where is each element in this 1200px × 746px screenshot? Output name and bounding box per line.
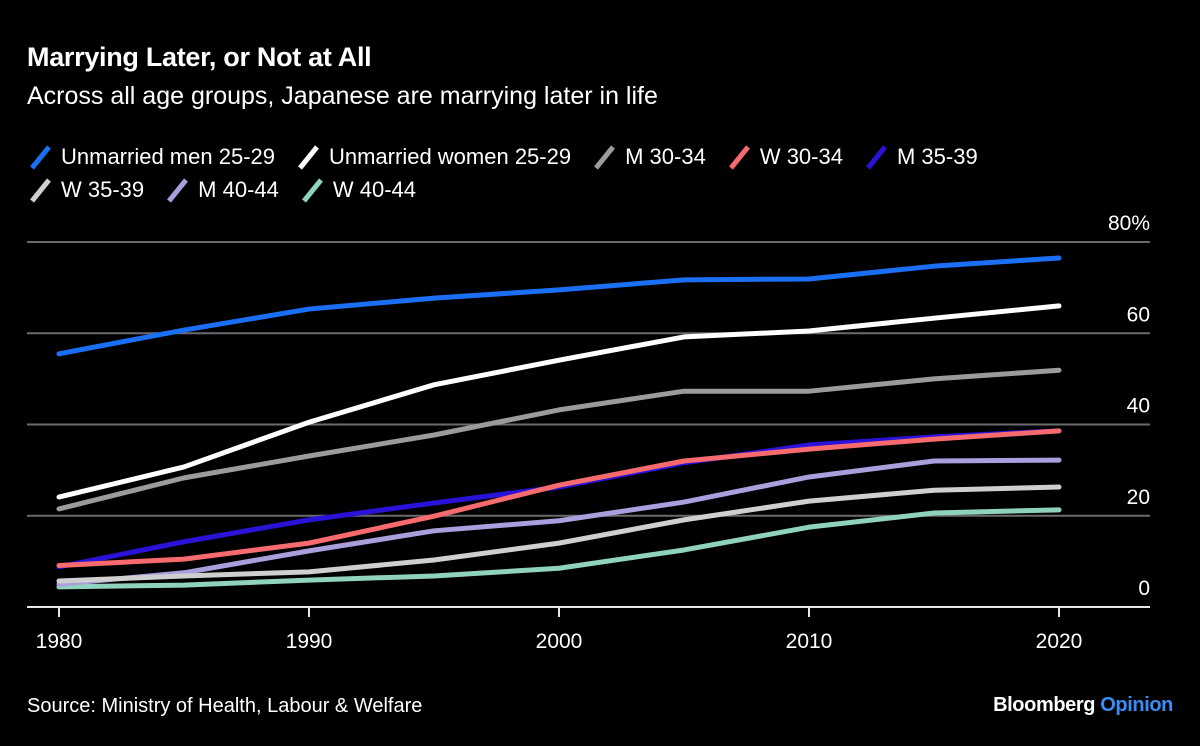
legend-item: Unmarried men 25-29: [27, 143, 275, 171]
legend-swatch-icon: [167, 177, 189, 203]
legend-swatch-icon: [594, 144, 616, 170]
brand-main: Bloomberg: [993, 694, 1096, 716]
legend-label: Unmarried women 25-29: [328, 143, 572, 169]
legend-item: W 40-44: [299, 176, 416, 204]
source-note: Source: Ministry of Health, Labour & Wel…: [27, 695, 423, 717]
brand-logo: Bloomberg Opinion: [993, 694, 1173, 717]
legend-item: M 30-34: [591, 143, 706, 171]
x-tick-label: 2010: [786, 630, 833, 653]
legend-label: M 35-39: [896, 143, 978, 169]
series-line-w-40-44: [56, 507, 1062, 590]
legend-swatch-icon: [30, 144, 51, 170]
legend-row: Unmarried men 25-29 Unmarried women 25-29…: [27, 140, 1177, 173]
legend-item: M 35-39: [863, 143, 978, 171]
series-line-m-35-39: [56, 428, 1062, 570]
legend-item: W 30-34: [726, 143, 843, 171]
y-tick-label: 80%: [1108, 212, 1150, 235]
series-line-unmarried-men-25-29: [56, 255, 1062, 357]
y-axis-labels: 0 20 40 60 80%: [1108, 212, 1150, 600]
series-line-unmarried-women-25-29: [56, 303, 1062, 500]
series-line-w-30-34: [56, 428, 1062, 568]
series-line-m-40-44: [56, 457, 1062, 587]
y-tick-label: 0: [1138, 577, 1150, 600]
brand-accent: Opinion: [1100, 694, 1173, 716]
legend-label: W 30-34: [759, 143, 843, 169]
legend-label: W 35-39: [61, 176, 145, 202]
legend-swatch-icon: [866, 144, 887, 170]
legend-item: W 35-39: [27, 176, 144, 204]
legend-item: M 40-44: [164, 176, 279, 204]
y-tick-label: 20: [1127, 486, 1150, 509]
x-tick-label: 1980: [36, 630, 83, 653]
chart-subtitle: Across all age groups, Japanese are marr…: [27, 82, 658, 110]
legend: Unmarried men 25-29 Unmarried women 25-29…: [27, 140, 1177, 206]
x-tick-label: 2000: [536, 630, 583, 653]
legend-swatch-icon: [30, 177, 51, 203]
legend-item: Unmarried women 25-29: [295, 143, 571, 171]
legend-swatch-icon: [728, 144, 750, 170]
legend-label: M 40-44: [198, 176, 279, 202]
legend-swatch-icon: [298, 144, 319, 170]
series-line-m-30-34: [56, 367, 1062, 512]
x-tick-label: 2020: [1036, 630, 1083, 653]
legend-row: W 35-39 M 40-44 W 40-44: [27, 173, 1177, 206]
legend-label: Unmarried men 25-29: [61, 143, 275, 169]
series-line-w-35-39: [56, 484, 1062, 584]
x-tick-label: 1990: [286, 630, 333, 653]
legend-swatch-icon: [301, 177, 323, 203]
y-tick-label: 40: [1127, 395, 1150, 418]
legend-label: M 30-34: [625, 143, 706, 169]
x-axis: 1980 1990 2000 2010 2020: [27, 606, 1150, 653]
y-tick-label: 60: [1127, 303, 1150, 326]
legend-label: W 40-44: [332, 176, 417, 202]
chart-title: Marrying Later, or Not at All: [27, 42, 372, 72]
series-lines: [56, 255, 1062, 590]
